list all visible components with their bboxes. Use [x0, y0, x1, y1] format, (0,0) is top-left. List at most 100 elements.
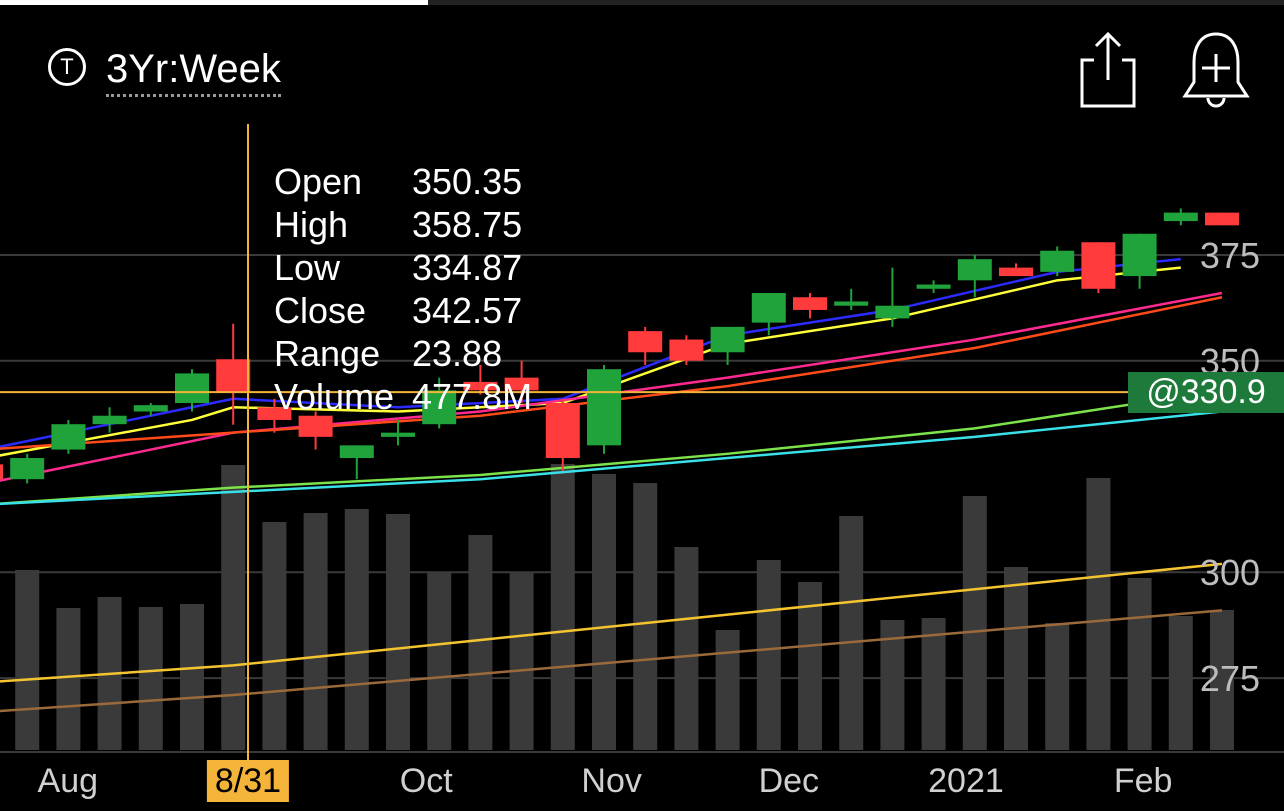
tooltip-key: High: [274, 204, 349, 245]
candle: [1205, 212, 1239, 226]
volume-bar: [180, 604, 204, 750]
candle: [1040, 246, 1075, 277]
volume-bar: [1127, 578, 1152, 750]
volume-bar: [921, 618, 946, 750]
share-icon[interactable]: [1076, 28, 1140, 112]
bell-plus-icon[interactable]: [1180, 28, 1252, 112]
volume-bar: [262, 522, 287, 750]
tooltip-row: Range 23.88: [274, 332, 532, 375]
tooltip-key: Open: [274, 161, 363, 202]
crosshair: [0, 124, 1128, 760]
tooltip-row: Close 342.57: [274, 289, 532, 332]
candle: [751, 293, 786, 336]
candle: [628, 326, 663, 365]
candle-body: [710, 326, 745, 353]
candle-body: [463, 381, 498, 391]
moving-average-line: [0, 609, 1223, 713]
volume-bar: [1168, 616, 1193, 750]
tooltip-value: 358.75: [412, 204, 523, 245]
candle: [92, 407, 127, 433]
tooltip-value: 23.88: [412, 333, 503, 374]
candle: [422, 377, 457, 429]
volume-bar: [344, 509, 369, 750]
candle: [875, 267, 910, 327]
current-price-badge: @330.9: [1128, 372, 1284, 414]
x-axis-selected-date: 8/31: [206, 760, 290, 802]
tooltip-row: High 358.75: [274, 203, 532, 246]
candle-body: [10, 458, 45, 480]
candle-body: [916, 284, 951, 289]
tooltip-key: Volume: [274, 376, 395, 417]
candle: [1163, 208, 1198, 226]
candle-body: [504, 377, 539, 391]
x-axis-label: 2021: [928, 762, 1004, 800]
candle-body: [1040, 250, 1075, 272]
volume-bar: [15, 570, 40, 750]
candle: [10, 453, 45, 484]
candle-body: [587, 369, 621, 446]
candle: [133, 403, 168, 416]
volume-bar: [386, 514, 410, 750]
tooltip-key: Range: [274, 333, 381, 374]
candle-body: [381, 432, 415, 437]
candle-body: [0, 464, 3, 480]
candle-body: [1081, 242, 1116, 289]
volume-bar: [839, 516, 864, 750]
volume-bar: [633, 483, 658, 750]
moving-average-line: [0, 410, 1223, 506]
x-axis-label: Oct: [399, 762, 453, 800]
volume-bar: [674, 547, 699, 750]
moving-average-line: [0, 389, 1223, 505]
candle: [834, 288, 869, 310]
candle-body: [1205, 212, 1239, 226]
candle-body: [216, 359, 251, 393]
volume-bar: [962, 496, 987, 750]
tooltip-key: Low: [274, 247, 341, 288]
timeline-progress-track: [0, 0, 1284, 5]
x-axis-label: Aug: [37, 762, 99, 800]
volume-bar: [592, 474, 616, 750]
candle-body: [92, 415, 127, 425]
candle: [1081, 242, 1116, 294]
tooltip-row: Low 334.87: [274, 246, 532, 289]
candle-body: [793, 297, 827, 310]
candle: [257, 398, 292, 433]
candle-body: [1122, 233, 1157, 277]
candle: [339, 445, 374, 480]
candle-body: [628, 331, 663, 353]
candle-body: [422, 390, 457, 425]
volume-bar: [756, 560, 781, 750]
volume-bar: [1045, 623, 1070, 750]
chart-period-selector[interactable]: 3Yr:Week: [106, 46, 281, 97]
price-tick-label: 375: [1199, 234, 1260, 276]
candle-body: [1163, 212, 1198, 222]
candle-body: [133, 405, 168, 412]
ohlc-tooltip: Open 350.35 High 358.75 Low 334.87 Close 342.57…: [274, 160, 532, 418]
volume-bar: [798, 582, 822, 750]
symbol-t-icon[interactable]: T: [48, 48, 86, 86]
tooltip-value: 334.87: [412, 247, 523, 288]
candle: [587, 364, 621, 454]
volume-bar: [468, 535, 493, 750]
candle: [793, 293, 827, 319]
volume-bar: [880, 620, 905, 750]
volume-bar: [1210, 610, 1234, 750]
candle-body: [545, 403, 580, 459]
candle: [545, 398, 580, 471]
candle-body: [51, 424, 86, 450]
price-tick-label: 300: [1199, 552, 1260, 594]
candle: [1122, 233, 1157, 289]
candle: [216, 323, 251, 425]
x-axis-label: Nov: [581, 762, 642, 800]
candle-body: [999, 267, 1033, 277]
volume-bar: [550, 464, 575, 750]
candle-body: [669, 339, 704, 361]
volume-bars: [15, 464, 1234, 750]
tooltip-row: Volume 477.8M: [274, 375, 532, 418]
volume-bar: [427, 572, 452, 750]
volume-bar: [509, 573, 534, 750]
candle-body: [751, 293, 786, 323]
candle: [381, 419, 415, 446]
candle: [916, 280, 951, 294]
